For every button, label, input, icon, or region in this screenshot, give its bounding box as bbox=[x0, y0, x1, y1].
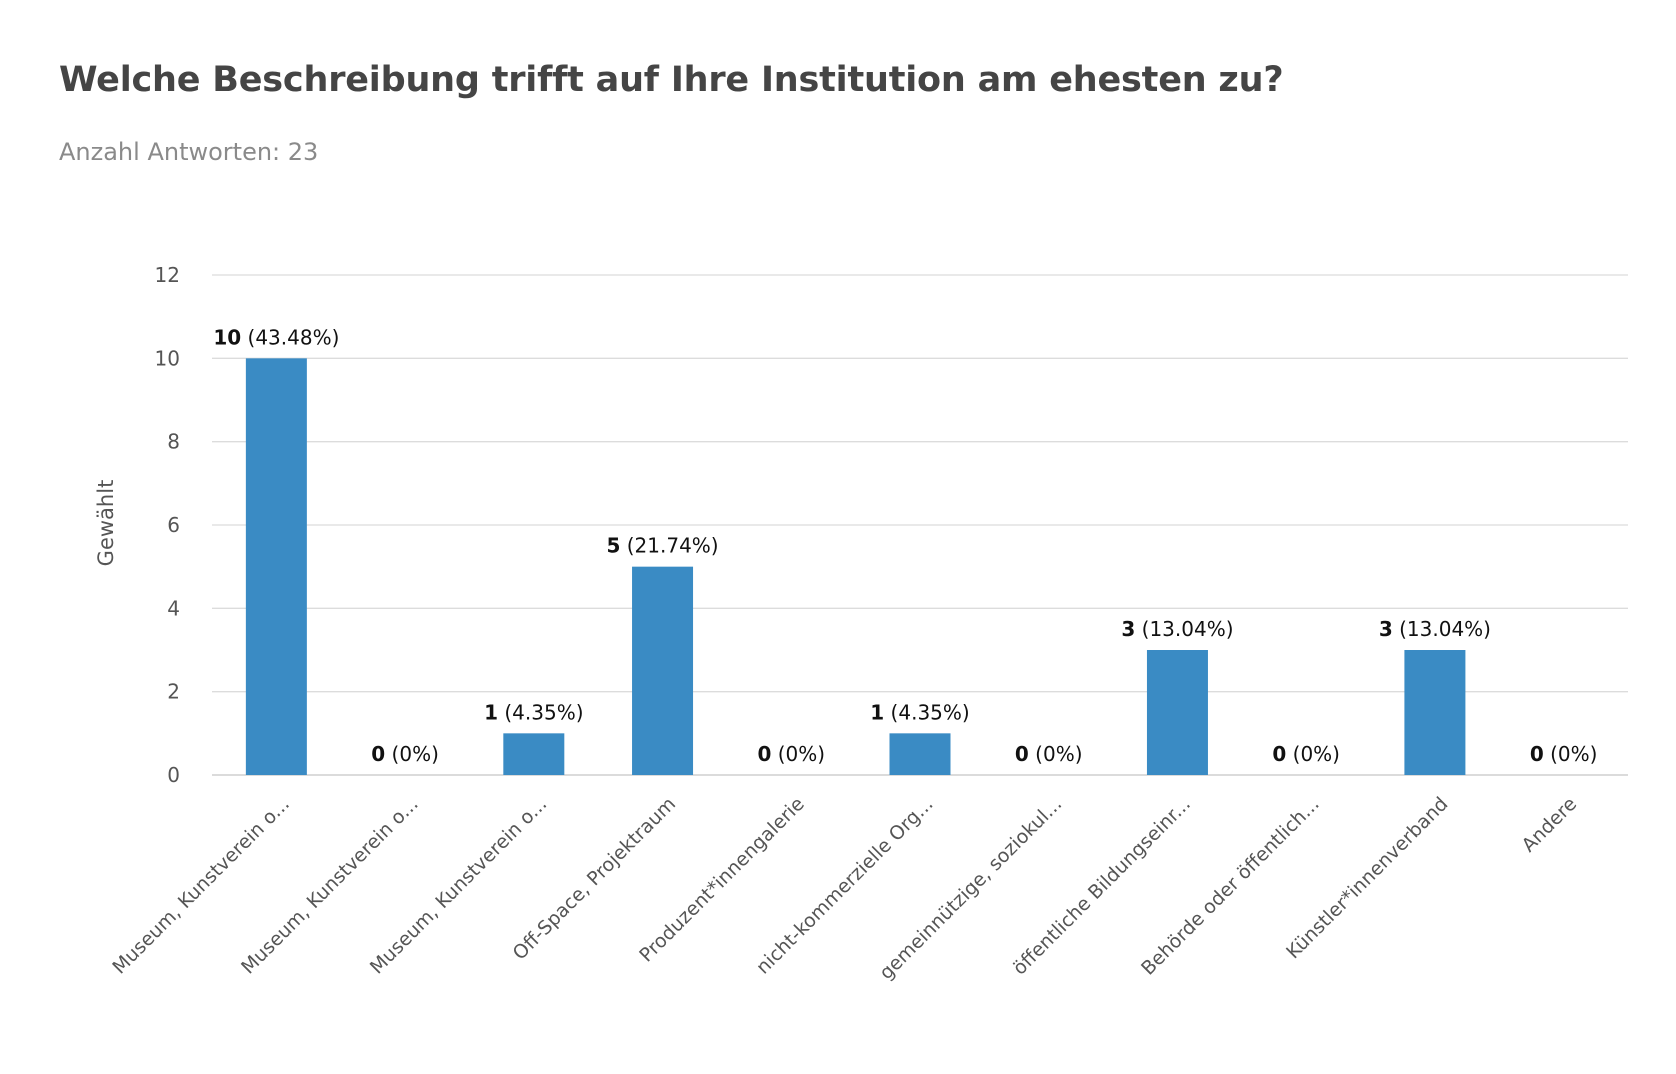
y-tick-label: 4 bbox=[167, 596, 180, 620]
y-axis-ticks: 0 2 4 6 8 10 12 bbox=[155, 263, 180, 787]
data-label-count: 1 bbox=[870, 700, 884, 724]
data-label-count: 3 bbox=[1121, 617, 1135, 641]
data-label-percent: (43.48%) bbox=[241, 325, 339, 349]
data-label-count: 3 bbox=[1379, 617, 1393, 641]
data-label-count: 10 bbox=[213, 325, 241, 349]
data-label: 10 (43.48%) bbox=[213, 325, 339, 349]
y-tick-label: 10 bbox=[155, 346, 180, 370]
data-label-percent: (21.74%) bbox=[620, 534, 718, 558]
data-label-percent: (0%) bbox=[1286, 742, 1340, 766]
response-count: Anzahl Antworten: 23 bbox=[59, 138, 319, 166]
data-label-percent: (13.04%) bbox=[1135, 617, 1233, 641]
data-label: 3 (13.04%) bbox=[1121, 617, 1233, 641]
y-tick-label: 8 bbox=[167, 430, 180, 454]
y-tick-label: 2 bbox=[167, 680, 180, 704]
data-label-count: 0 bbox=[371, 742, 385, 766]
bars bbox=[245, 358, 1466, 775]
data-label-percent: (0%) bbox=[771, 742, 825, 766]
data-label-percent: (0%) bbox=[385, 742, 439, 766]
data-label-count: 1 bbox=[484, 700, 498, 724]
y-tick-label: 12 bbox=[155, 263, 180, 287]
bar[interactable] bbox=[889, 733, 951, 775]
data-label-count: 0 bbox=[757, 742, 771, 766]
bar[interactable] bbox=[1404, 650, 1466, 775]
bar[interactable] bbox=[1146, 650, 1208, 775]
data-label-percent: (4.35%) bbox=[498, 700, 584, 724]
data-label: 3 (13.04%) bbox=[1379, 617, 1491, 641]
data-label-percent: (0%) bbox=[1029, 742, 1083, 766]
x-axis-categories: Museum, Kunstverein o...Museum, Kunstver… bbox=[108, 793, 1581, 984]
data-label-count: 5 bbox=[606, 534, 620, 558]
data-labels: 10 (43.48%)0 (0%)1 (4.35%)5 (21.74%)0 (0… bbox=[213, 325, 1597, 766]
bar[interactable] bbox=[632, 566, 694, 775]
data-label-percent: (13.04%) bbox=[1393, 617, 1491, 641]
data-label-percent: (4.35%) bbox=[884, 700, 970, 724]
data-label: 0 (0%) bbox=[1530, 742, 1598, 766]
data-label-count: 0 bbox=[1272, 742, 1286, 766]
bar[interactable] bbox=[503, 733, 565, 775]
data-label-count: 0 bbox=[1015, 742, 1029, 766]
data-label-percent: (0%) bbox=[1544, 742, 1598, 766]
data-label: 0 (0%) bbox=[757, 742, 825, 766]
data-label: 0 (0%) bbox=[1272, 742, 1340, 766]
y-axis-label: Gewählt bbox=[94, 480, 118, 567]
data-label: 1 (4.35%) bbox=[870, 700, 969, 724]
x-category-label: Andere bbox=[1518, 793, 1582, 857]
data-label: 0 (0%) bbox=[1015, 742, 1083, 766]
y-tick-label: 6 bbox=[167, 513, 180, 537]
bar[interactable] bbox=[245, 358, 307, 775]
chart-title: Welche Beschreibung trifft auf Ihre Inst… bbox=[59, 60, 1284, 100]
data-label: 1 (4.35%) bbox=[484, 700, 583, 724]
y-tick-label: 0 bbox=[167, 763, 180, 787]
data-label: 0 (0%) bbox=[371, 742, 439, 766]
data-label-count: 0 bbox=[1530, 742, 1544, 766]
data-label: 5 (21.74%) bbox=[606, 534, 718, 558]
